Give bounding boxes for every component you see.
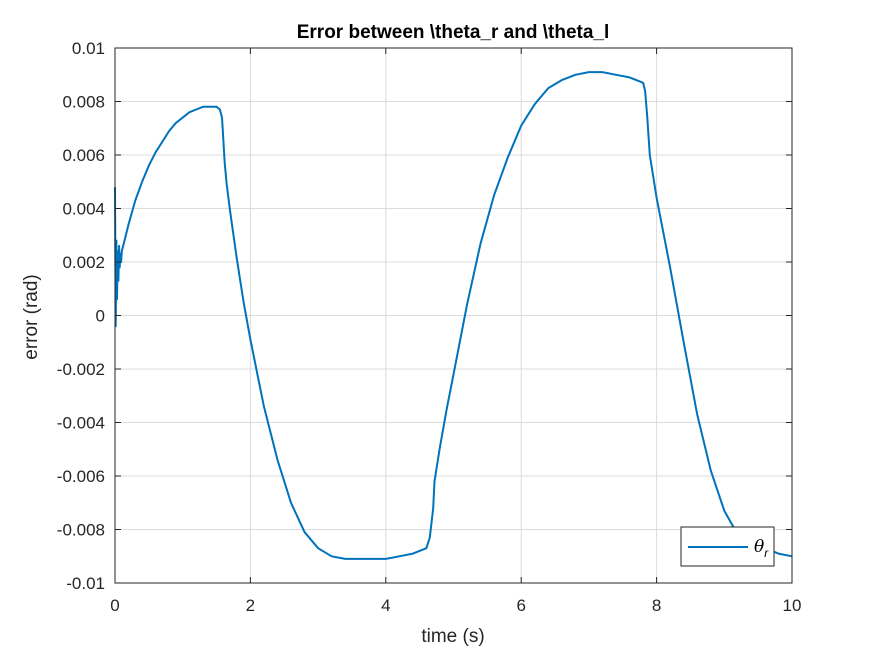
x-tick-label: 0 [110, 596, 119, 615]
series-line [114, 71, 793, 560]
y-tick-label: 0.002 [62, 253, 105, 272]
x-tick-label: 2 [246, 596, 255, 615]
y-tick-label: -0.01 [66, 574, 105, 593]
tick-marks [114, 47, 793, 584]
y-tick-label: 0.01 [72, 39, 105, 58]
x-tick-label: 6 [516, 596, 525, 615]
x-axis-label: time (s) [421, 626, 484, 647]
series-layer [114, 71, 793, 560]
x-tick-label: 10 [783, 596, 802, 615]
legend-label: θr [754, 537, 769, 560]
y-tick-label: -0.006 [57, 467, 105, 486]
y-tick-label: 0 [96, 307, 105, 326]
y-tick-label: 0.008 [62, 93, 105, 112]
y-tick-label: -0.008 [57, 521, 105, 540]
y-axis-label: error (rad) [21, 274, 42, 360]
y-tick-label: -0.002 [57, 360, 105, 379]
chart-title: Error between \theta_r and \theta_l [297, 22, 610, 43]
y-tick-labels: -0.01 -0.008 -0.006 -0.004 -0.002 0 0.002 0.004… [57, 39, 105, 593]
legend-series-name: θ [754, 537, 764, 557]
x-tick-labels: 0 2 4 6 8 10 [110, 596, 801, 615]
x-tick-label: 4 [381, 596, 390, 615]
legend-series-subscript: r [764, 546, 769, 560]
legend: θr [680, 526, 775, 567]
y-tick-label: -0.004 [57, 414, 105, 433]
y-tick-label: 0.004 [62, 200, 105, 219]
y-tick-label: 0.006 [62, 146, 105, 165]
x-tick-label: 8 [652, 596, 661, 615]
